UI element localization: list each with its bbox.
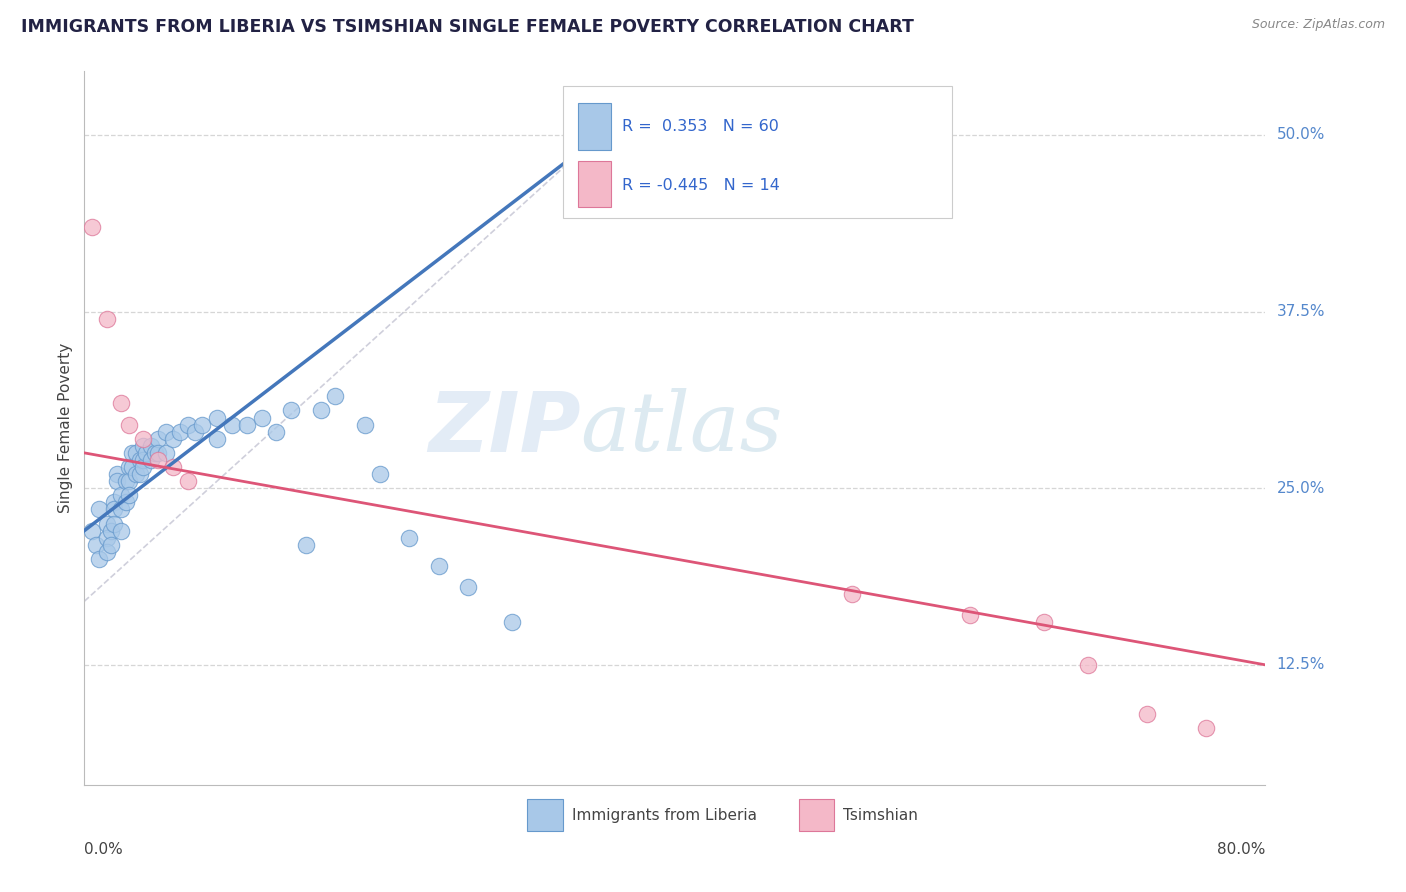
Point <box>129 467 152 481</box>
Text: 80.0%: 80.0% <box>1218 842 1265 857</box>
Point <box>139 453 162 467</box>
Point <box>1136 707 1159 722</box>
Point <box>114 495 136 509</box>
Text: 50.0%: 50.0% <box>1277 128 1324 143</box>
FancyBboxPatch shape <box>527 799 562 831</box>
Text: Immigrants from Liberia: Immigrants from Liberia <box>572 808 756 823</box>
Point <box>959 608 981 623</box>
Point <box>110 524 132 538</box>
FancyBboxPatch shape <box>562 86 952 218</box>
Point <box>162 460 184 475</box>
Text: atlas: atlas <box>581 388 783 468</box>
Text: R = -0.445   N = 14: R = -0.445 N = 14 <box>621 178 779 193</box>
Point <box>103 495 125 509</box>
Text: ZIP: ZIP <box>427 388 581 468</box>
Point <box>177 417 200 432</box>
Point <box>129 453 152 467</box>
Point <box>221 417 243 432</box>
Point <box>118 460 141 475</box>
Point <box>80 219 103 234</box>
Point <box>125 446 148 460</box>
Point <box>177 474 200 488</box>
Point <box>148 432 170 446</box>
Point <box>169 425 191 439</box>
Point <box>80 524 103 538</box>
Text: Source: ZipAtlas.com: Source: ZipAtlas.com <box>1251 18 1385 31</box>
Point <box>457 580 479 594</box>
Point <box>132 439 155 453</box>
FancyBboxPatch shape <box>578 161 612 207</box>
Point <box>96 531 118 545</box>
Point <box>135 446 157 460</box>
Text: Tsimshian: Tsimshian <box>842 808 918 823</box>
Point <box>110 396 132 410</box>
Point <box>96 545 118 559</box>
Point <box>398 531 420 545</box>
Point <box>368 467 391 481</box>
Text: IMMIGRANTS FROM LIBERIA VS TSIMSHIAN SINGLE FEMALE POVERTY CORRELATION CHART: IMMIGRANTS FROM LIBERIA VS TSIMSHIAN SIN… <box>21 18 914 36</box>
Point <box>103 502 125 516</box>
Point <box>143 446 166 460</box>
Point <box>1033 615 1056 630</box>
Point <box>110 488 132 502</box>
Point <box>100 538 122 552</box>
Point <box>427 558 450 573</box>
Point <box>184 425 207 439</box>
Point <box>309 403 332 417</box>
Point <box>121 460 143 475</box>
Text: 25.0%: 25.0% <box>1277 481 1324 496</box>
Text: 12.5%: 12.5% <box>1277 657 1324 673</box>
Point <box>207 410 229 425</box>
Point <box>96 311 118 326</box>
Point <box>501 615 523 630</box>
Point <box>118 488 141 502</box>
Point <box>125 467 148 481</box>
Point <box>155 446 177 460</box>
Point <box>325 389 347 403</box>
Point <box>132 460 155 475</box>
Point <box>148 446 170 460</box>
Text: 0.0%: 0.0% <box>84 842 124 857</box>
Point <box>118 417 141 432</box>
Point <box>295 538 318 552</box>
Point <box>354 417 377 432</box>
Point <box>114 474 136 488</box>
Point <box>236 417 259 432</box>
Point <box>266 425 288 439</box>
Point <box>110 502 132 516</box>
Point <box>105 467 128 481</box>
Point <box>280 403 302 417</box>
Point <box>250 410 273 425</box>
Point <box>155 425 177 439</box>
Point <box>139 439 162 453</box>
Point <box>100 524 122 538</box>
Point <box>132 453 155 467</box>
Point <box>96 516 118 531</box>
Point <box>207 432 229 446</box>
Point <box>103 516 125 531</box>
Point <box>84 538 107 552</box>
Point <box>148 453 170 467</box>
Text: 37.5%: 37.5% <box>1277 304 1324 319</box>
FancyBboxPatch shape <box>578 103 612 150</box>
FancyBboxPatch shape <box>799 799 834 831</box>
Point <box>121 446 143 460</box>
Point <box>841 587 863 601</box>
Point <box>118 474 141 488</box>
Text: R =  0.353   N = 60: R = 0.353 N = 60 <box>621 119 779 134</box>
Point <box>1195 722 1218 736</box>
Point <box>132 432 155 446</box>
Point <box>105 474 128 488</box>
Point <box>1077 657 1099 672</box>
Point <box>87 502 111 516</box>
Point <box>191 417 214 432</box>
Point <box>87 552 111 566</box>
Y-axis label: Single Female Poverty: Single Female Poverty <box>58 343 73 513</box>
Point <box>162 432 184 446</box>
